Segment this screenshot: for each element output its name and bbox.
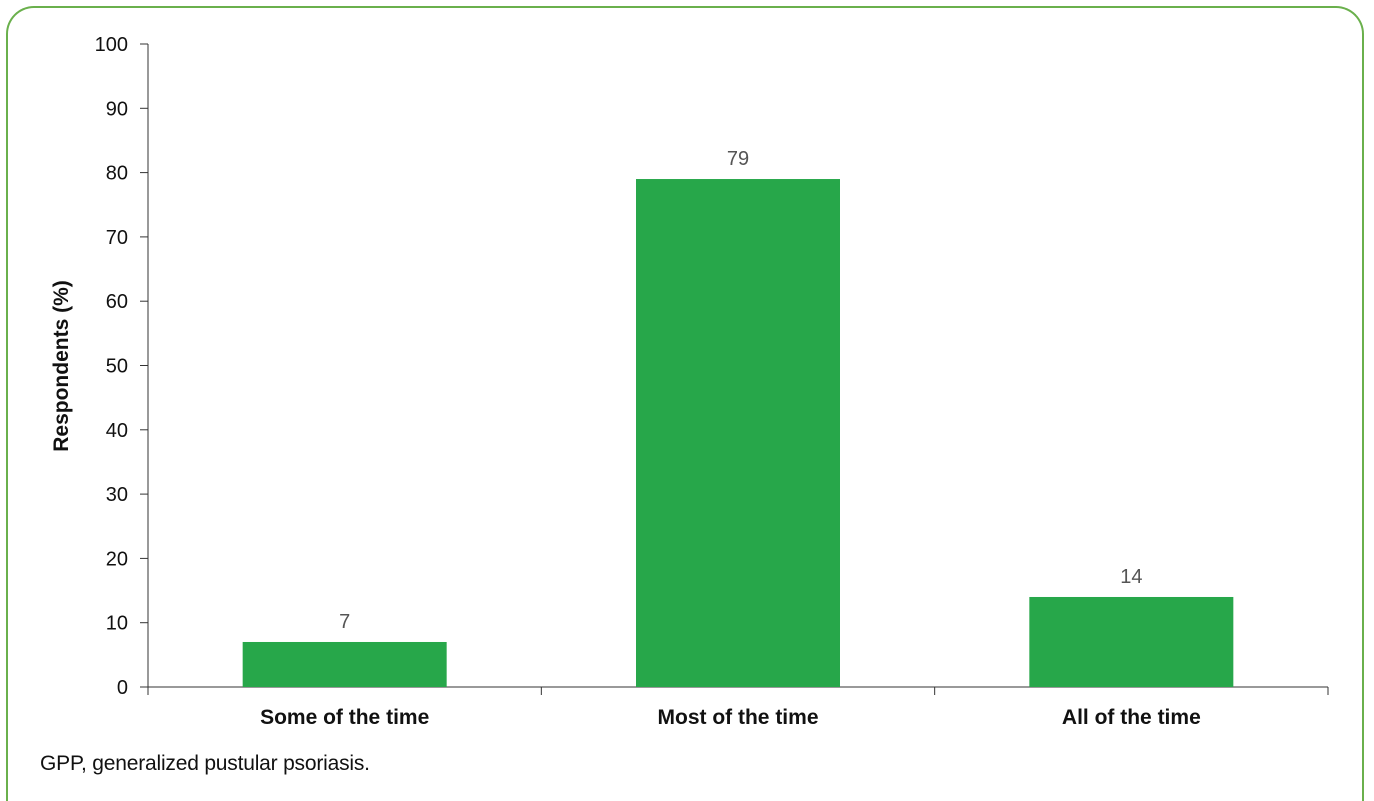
- footnote: GPP, generalized pustular psoriasis.: [40, 752, 370, 775]
- category-label: Some of the time: [260, 706, 429, 729]
- data-label: 7: [339, 611, 350, 633]
- y-tick-label: 50: [106, 356, 128, 378]
- chart-labels: 7 Some of the time 79 Most of the time 14 All…: [260, 148, 1201, 729]
- bar: [636, 179, 840, 687]
- y-tick-label: 0: [117, 677, 128, 699]
- y-axis-label: Respondents (%): [50, 280, 73, 452]
- y-tick-label: 20: [106, 548, 128, 570]
- bar: [242, 641, 447, 687]
- y-tick-label: 100: [95, 34, 128, 56]
- y-tick-label: 60: [106, 291, 128, 313]
- data-label: 14: [1120, 566, 1142, 588]
- y-tick-label: 30: [106, 484, 128, 506]
- y-tick-label: 10: [106, 613, 128, 635]
- bar: [1029, 596, 1234, 687]
- category-label: Most of the time: [658, 706, 819, 729]
- figure-frame: [6, 6, 1364, 801]
- category-label: All of the time: [1062, 706, 1201, 729]
- data-label: 79: [727, 148, 749, 170]
- y-tick-label: 80: [106, 163, 128, 185]
- y-tick-label: 70: [106, 227, 128, 249]
- chart-bars: [242, 179, 1234, 687]
- y-tick-label: 40: [106, 420, 128, 442]
- y-tick-label: 90: [106, 98, 128, 120]
